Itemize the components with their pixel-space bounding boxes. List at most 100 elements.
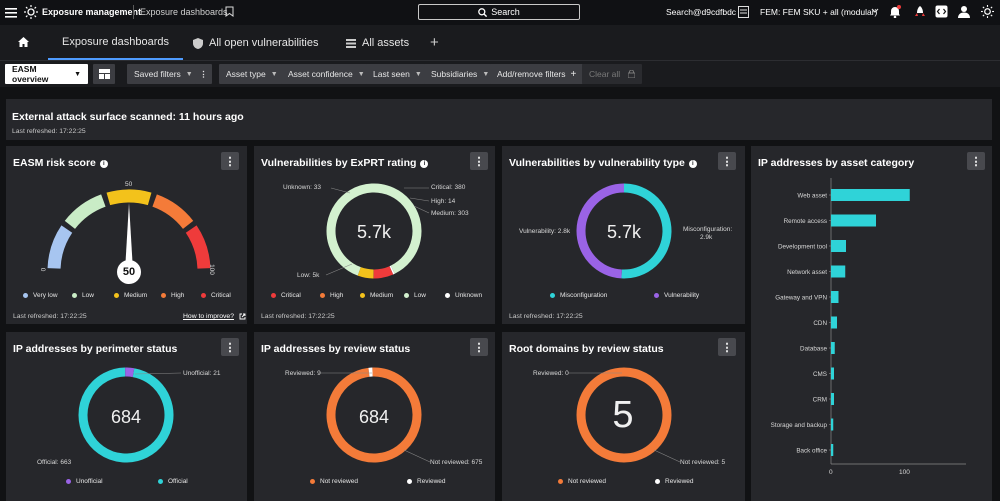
legend-item-misconfiguration[interactable]: Misconfiguration [550,292,607,299]
app-name[interactable]: Exposure management [42,7,142,17]
donut-segment-vulnerability[interactable] [576,183,625,279]
donut-segment-unknown[interactable] [389,265,395,275]
improve-label: How to improve? [183,313,234,320]
legend-item-vulnerability[interactable]: Vulnerability [654,292,699,299]
filters-more-button[interactable]: ⋮ [195,64,212,84]
donut-segment-misconfiguration[interactable] [621,183,672,279]
view-label: EASM overview [12,64,49,84]
bar-development-tool[interactable] [831,240,846,252]
bar-cms[interactable] [831,367,834,380]
how-to-improve-link[interactable]: How to improve? [183,313,246,320]
card-refreshed: Last refreshed: 17:22:25 [13,313,87,320]
legend-item-not-reviewed[interactable]: Not reviewed [310,478,358,485]
bar-category-label: Database [800,345,827,352]
shield-icon [193,37,203,49]
card-vulnerability-type: Vulnerabilities by vulnerability type i ⋮… [502,146,745,324]
card-menu-button[interactable]: ⋮ [718,338,736,356]
bar-cdn[interactable] [831,316,837,329]
donut-segment-unofficial[interactable] [125,367,135,378]
card-menu-button[interactable]: ⋮ [221,338,239,356]
bar-web-asset[interactable] [831,189,910,201]
legend-item-reviewed[interactable]: Reviewed [407,478,446,485]
bookmark-icon[interactable] [225,6,234,17]
gauge-band-very-low [47,225,73,269]
legend-item-official[interactable]: Official [158,478,188,485]
label-medium: Medium: 303 [431,210,469,217]
legend-swatch [320,293,325,298]
legend-swatch [201,293,206,298]
donut-segment-not-reviewed[interactable] [326,367,422,463]
legend-item-very-low[interactable]: Very low [23,292,58,299]
account-name[interactable]: Search@d9cdfbdc [666,7,737,17]
card-title: IP addresses by asset category [758,157,915,169]
clear-all-button[interactable]: Clear all [582,64,643,84]
dashboard-view-select[interactable]: EASM overview ▼ [5,64,88,84]
card-menu-button[interactable]: ⋮ [470,338,488,356]
global-search-button[interactable]: Search [418,4,580,20]
bar-remote-access[interactable] [831,214,876,227]
add-tab-plus-icon[interactable]: + [430,34,439,51]
legend-item-low[interactable]: Low [72,292,94,299]
legend-item-unofficial[interactable]: Unofficial [66,478,103,485]
filter-label: Subsidiaries [431,69,478,79]
donut-segment-medium[interactable] [357,267,374,279]
legend-swatch [114,293,119,298]
donut-segment-low[interactable] [326,183,422,276]
building-icon[interactable] [738,6,749,18]
legend-item-critical[interactable]: Critical [271,292,301,299]
leader-line [413,205,430,214]
legend-item-unknown[interactable]: Unknown [445,292,482,299]
layout-button[interactable] [93,64,115,84]
label-vulnerability: Vulnerability: 2.8k [519,228,571,235]
filter-subsidiaries[interactable]: Subsidiaries ▼ [424,64,497,84]
top-bar: Exposure management Exposure dashboards … [0,0,1000,25]
info-icon[interactable]: i [688,160,697,168]
bar-category-label: Network asset [787,269,827,276]
card-menu-button[interactable]: ⋮ [967,152,985,170]
card-menu-button[interactable]: ⋮ [718,152,736,170]
legend-item-high[interactable]: High [161,292,184,299]
card-menu-button[interactable]: ⋮ [470,152,488,170]
theme-sun-icon[interactable] [981,5,994,18]
bell-icon[interactable] [889,5,901,18]
legend-item-critical[interactable]: Critical [201,292,231,299]
legend-item-low[interactable]: Low [404,292,426,299]
hamburger-menu-icon[interactable] [5,6,17,18]
bar-database[interactable] [831,342,835,354]
add-remove-filters-button[interactable]: Add/remove filters + [490,64,584,84]
legend-item-reviewed[interactable]: Reviewed [655,478,694,485]
donut-segment-official[interactable] [78,367,174,463]
breadcrumb-section[interactable]: Exposure dashboards [140,7,228,17]
bar-network-asset[interactable] [831,265,846,278]
layout-icon [98,69,110,79]
filter-asset-type[interactable]: Asset type ▼ [219,64,285,84]
bar-gateway-and-vpn[interactable] [831,291,839,303]
saved-filters-button[interactable]: Saved filters ▼ [127,64,200,84]
gauge-score: 50 [122,266,136,278]
user-icon[interactable] [958,5,970,18]
legend-item-high[interactable]: High [320,292,343,299]
bar-category-label: Remote access [784,218,827,225]
sku-selector[interactable]: FEM: FEM SKU + all (modular) [760,7,878,17]
code-icon[interactable] [935,5,948,18]
chevron-down-icon[interactable] [871,8,879,14]
donut-segment-not-reviewed[interactable] [576,367,672,463]
filter-last-seen[interactable]: Last seen ▼ [366,64,429,84]
legend-item-medium[interactable]: Medium [360,292,393,299]
card-menu-button[interactable]: ⋮ [221,152,239,170]
tab-all-assets[interactable]: All assets [346,25,409,61]
tab-exposure-dashboards[interactable]: Exposure dashboards [48,25,184,60]
legend-item-not-reviewed[interactable]: Not reviewed [558,478,606,485]
info-icon[interactable]: i [420,160,429,168]
tab-all-open-vulnerabilities[interactable]: All open vulnerabilities [193,25,318,61]
bar-back-office[interactable] [831,444,834,456]
rocket-icon[interactable] [914,5,926,18]
bar-storage-and-backup[interactable] [831,418,834,431]
legend-swatch [550,293,555,298]
donut-segment-critical[interactable] [373,266,394,279]
bar-crm[interactable] [831,393,834,405]
legend-item-medium[interactable]: Medium [114,292,147,299]
filter-asset-confidence[interactable]: Asset confidence ▼ [281,64,372,84]
home-icon[interactable] [18,37,29,47]
info-icon[interactable]: i [99,160,108,168]
